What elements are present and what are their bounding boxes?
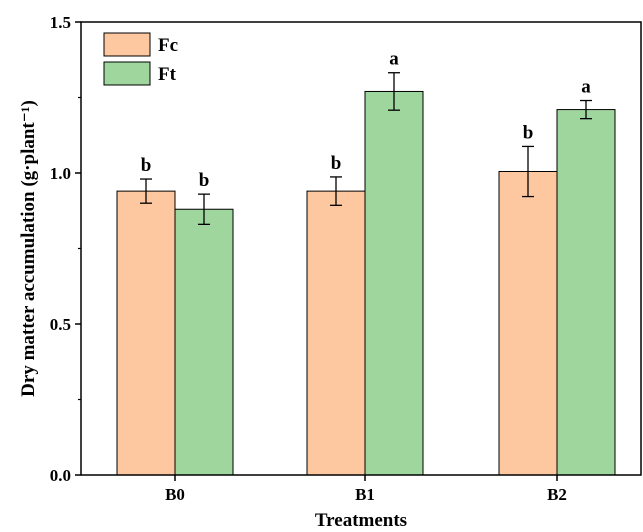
x-axis-title: Treatments [315, 510, 407, 531]
significance-letter: a [581, 77, 591, 98]
y-axis-title: Dry matter accumulation (g·plant⁻¹) [18, 100, 39, 397]
y-tick-label: 1.5 [50, 13, 71, 32]
x-tick-label: B0 [165, 485, 185, 504]
legend-swatch-ft [103, 61, 151, 86]
bar-ft-b0 [174, 208, 234, 476]
y-tick-label: 0.5 [50, 315, 71, 334]
y-tick-label: 0.0 [50, 466, 71, 485]
legend-label-fc: Fc [158, 35, 178, 56]
significance-letter: b [331, 153, 342, 174]
bar-fc-b1 [306, 190, 366, 476]
x-tick-label: B1 [355, 485, 375, 504]
bar-fc-b2 [498, 170, 558, 476]
significance-letter: a [389, 49, 399, 70]
significance-letter: b [523, 122, 534, 143]
bar-fc-b0 [116, 190, 176, 476]
legend: Fc Ft [103, 32, 178, 86]
x-tick-label: B2 [547, 485, 567, 504]
x-axis: B0 B1 B2 [165, 475, 567, 504]
significance-letter: b [199, 170, 210, 191]
bar-ft-b2 [556, 109, 616, 476]
y-tick-label: 1.0 [50, 164, 71, 183]
legend-label-ft: Ft [158, 64, 177, 85]
y-axis: 0.0 0.5 1.0 1.5 [50, 13, 81, 485]
bar-ft-b1 [364, 90, 424, 476]
plot-area: b b b b a a [116, 49, 616, 476]
significance-letter: b [141, 155, 152, 176]
legend-swatch-fc [103, 32, 151, 57]
